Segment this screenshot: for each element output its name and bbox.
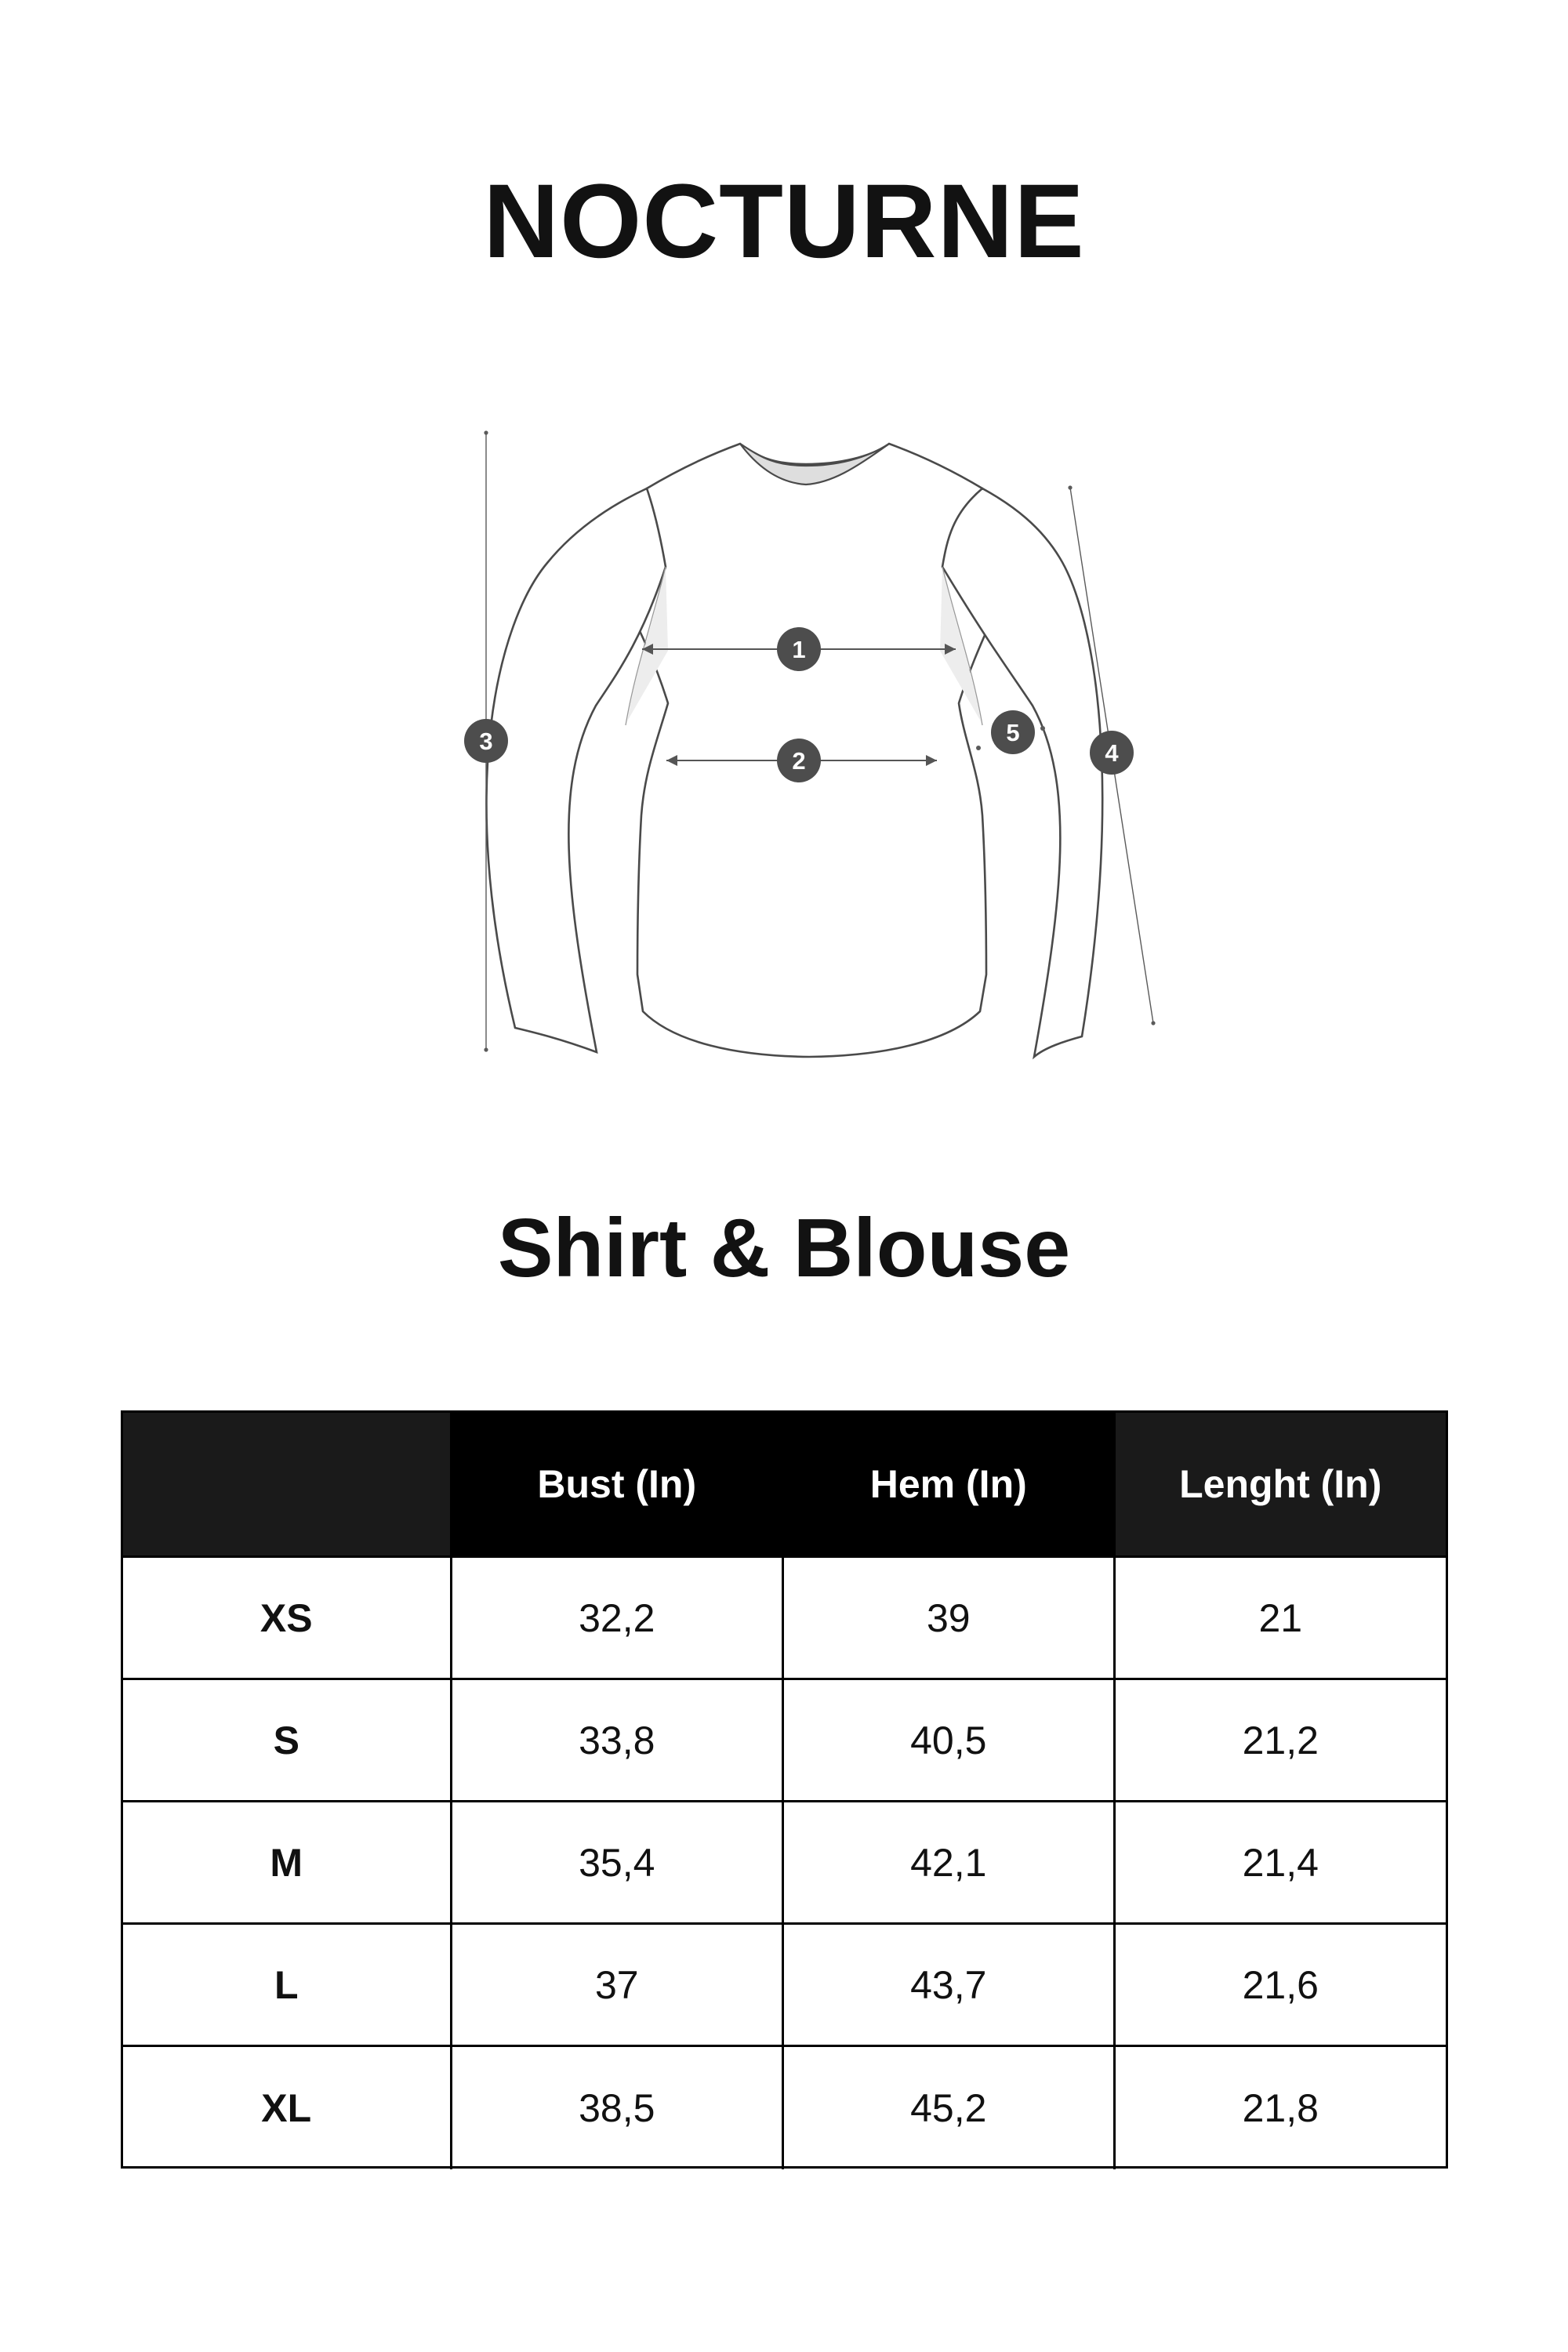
svg-text:4: 4	[1105, 739, 1119, 767]
svg-text:1: 1	[792, 636, 805, 663]
svg-text:3: 3	[479, 728, 492, 755]
svg-text:2: 2	[792, 747, 805, 775]
svg-text:5: 5	[1006, 719, 1019, 746]
